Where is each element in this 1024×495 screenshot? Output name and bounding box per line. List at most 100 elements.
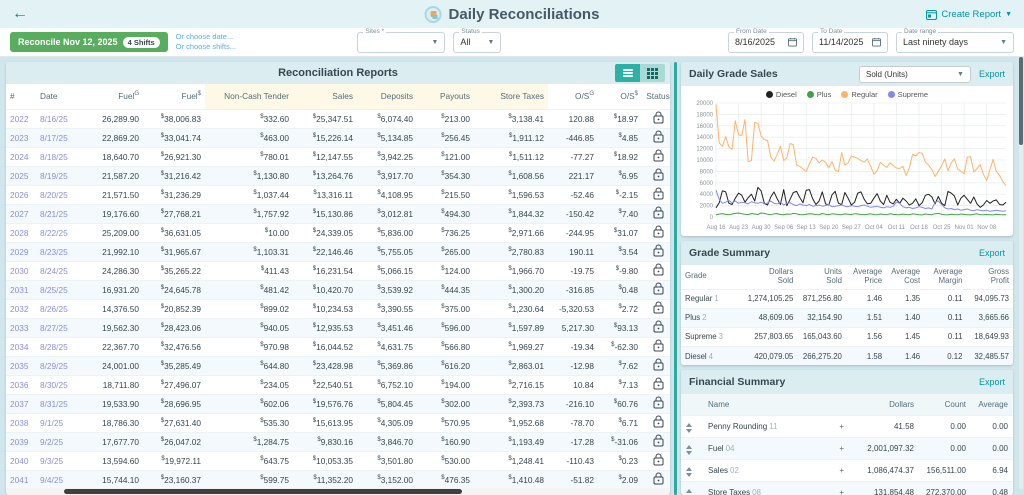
column-header[interactable]: Date (36, 84, 83, 109)
to-date-field[interactable]: To Date 11/14/2025 (812, 27, 888, 53)
right-scrollbar[interactable] (1019, 57, 1023, 489)
lock-icon[interactable] (653, 206, 664, 219)
report-date-link[interactable]: 9/2/25 (40, 436, 64, 447)
reorder-handle[interactable] (686, 488, 692, 495)
column-header[interactable]: O/SG (548, 84, 598, 109)
report-date-link[interactable]: 8/27/25 (40, 322, 68, 333)
lock-icon[interactable] (653, 377, 664, 390)
lock-icon[interactable] (653, 453, 664, 466)
report-id-link[interactable]: 2039 (10, 436, 29, 447)
report-id-link[interactable]: 2029 (10, 246, 29, 257)
report-date-link[interactable]: 8/31/25 (40, 398, 68, 409)
report-id-link[interactable]: 2022 (10, 113, 29, 124)
create-report-button[interactable]: Create Report ▼ (926, 9, 1012, 20)
lock-icon[interactable] (653, 225, 664, 238)
report-date-link[interactable]: 9/1/25 (40, 417, 64, 428)
report-id-link[interactable]: 2033 (10, 322, 29, 333)
report-date-link[interactable]: 9/4/25 (40, 474, 64, 485)
report-id-link[interactable]: 2024 (10, 151, 29, 162)
column-header[interactable]: Status (642, 84, 670, 109)
horizontal-scrollbar[interactable] (6, 488, 670, 495)
status-select[interactable]: Status All ▼ (453, 27, 502, 53)
report-id-link[interactable]: 2031 (10, 284, 29, 295)
lock-icon[interactable] (653, 415, 664, 428)
report-id-link[interactable]: 2036 (10, 379, 29, 390)
from-date-field[interactable]: From Date 8/16/2025 (728, 27, 804, 53)
report-id-link[interactable]: 2035 (10, 360, 29, 371)
vertical-scrollbar[interactable] (674, 62, 677, 495)
lock-icon[interactable] (653, 472, 664, 485)
scrollbar-thumb[interactable] (1019, 57, 1023, 145)
report-date-link[interactable]: 8/17/25 (40, 132, 68, 143)
lock-icon[interactable] (653, 130, 664, 143)
choose-shifts-link[interactable]: Or choose shifts... (175, 42, 237, 51)
lock-icon[interactable] (653, 111, 664, 124)
grade-summary-export-link[interactable]: Export (978, 248, 1005, 258)
report-date-link[interactable]: 8/21/25 (40, 208, 68, 219)
calendar-icon[interactable] (872, 37, 881, 47)
report-id-link[interactable]: 2030 (10, 265, 29, 276)
reorder-handle[interactable] (686, 466, 692, 477)
report-date-link[interactable]: 8/23/25 (40, 246, 68, 257)
column-header[interactable]: O/S$ (598, 84, 642, 109)
lock-icon[interactable] (653, 244, 664, 257)
report-id-link[interactable]: 2034 (10, 341, 29, 352)
lock-icon[interactable] (653, 187, 664, 200)
legend-item-regular[interactable]: Regular (841, 89, 878, 99)
report-id-link[interactable]: 2026 (10, 189, 29, 200)
reorder-handle[interactable] (686, 422, 692, 433)
reorder-handle[interactable] (686, 444, 692, 455)
sold-units-select[interactable]: Sold (Units) ▼ (858, 65, 971, 83)
report-date-link[interactable]: 8/20/25 (40, 189, 68, 200)
column-header[interactable]: Fuel$ (143, 84, 205, 109)
back-arrow-icon[interactable]: ← (12, 5, 28, 22)
grid-view-button[interactable] (640, 64, 665, 82)
report-date-link[interactable]: 8/28/25 (40, 341, 68, 352)
report-id-link[interactable]: 2040 (10, 455, 29, 466)
lock-icon[interactable] (653, 301, 664, 314)
lock-icon[interactable] (653, 339, 664, 352)
lock-icon[interactable] (653, 320, 664, 333)
report-date-link[interactable]: 8/18/25 (40, 151, 68, 162)
report-id-link[interactable]: 2028 (10, 227, 29, 238)
column-header[interactable]: Payouts (417, 84, 474, 109)
lock-icon[interactable] (653, 282, 664, 295)
lock-icon[interactable] (653, 168, 664, 181)
report-date-link[interactable]: 9/3/25 (40, 455, 64, 466)
lock-icon[interactable] (653, 263, 664, 276)
reconcile-button[interactable]: Reconcile Nov 12, 2025 4 Shifts (10, 32, 168, 52)
lock-icon[interactable] (653, 396, 664, 409)
legend-item-diesel[interactable]: Diesel (765, 89, 797, 99)
scrollbar-thumb[interactable] (64, 489, 462, 494)
list-view-button[interactable] (615, 64, 640, 82)
sites-select[interactable]: Sites * ▼ (357, 27, 446, 53)
report-id-link[interactable]: 2023 (10, 132, 29, 143)
report-date-link[interactable]: 8/22/25 (40, 227, 68, 238)
lock-icon[interactable] (653, 358, 664, 371)
column-header[interactable]: # (6, 84, 36, 109)
column-header[interactable]: Sales (293, 84, 357, 109)
report-id-link[interactable]: 2032 (10, 303, 29, 314)
report-id-link[interactable]: 2027 (10, 208, 29, 219)
report-date-link[interactable]: 8/16/25 (40, 113, 68, 124)
financial-summary-export-link[interactable]: Export (978, 377, 1005, 387)
calendar-icon[interactable] (788, 37, 797, 47)
date-range-select[interactable]: Date range Last ninety days ▼ (896, 27, 1014, 53)
grade-sales-export-link[interactable]: Export (978, 69, 1005, 79)
report-id-link[interactable]: 2025 (10, 170, 29, 181)
report-date-link[interactable]: 8/29/25 (40, 360, 68, 371)
column-header[interactable]: Deposits (357, 84, 417, 109)
choose-date-link[interactable]: Or choose date... (175, 31, 234, 41)
column-header[interactable]: Non-Cash Tender (205, 84, 293, 109)
column-header[interactable]: FuelG (83, 84, 143, 109)
legend-item-supreme[interactable]: Supreme (887, 89, 928, 99)
report-date-link[interactable]: 8/30/25 (40, 379, 68, 390)
report-date-link[interactable]: 8/25/25 (40, 284, 68, 295)
lock-icon[interactable] (653, 149, 664, 162)
report-date-link[interactable]: 8/24/25 (40, 265, 68, 276)
legend-item-plus[interactable]: Plus (806, 89, 831, 99)
report-id-link[interactable]: 2041 (10, 474, 29, 485)
report-id-link[interactable]: 2038 (10, 417, 29, 428)
report-date-link[interactable]: 8/26/25 (40, 303, 68, 314)
report-id-link[interactable]: 2037 (10, 398, 29, 409)
